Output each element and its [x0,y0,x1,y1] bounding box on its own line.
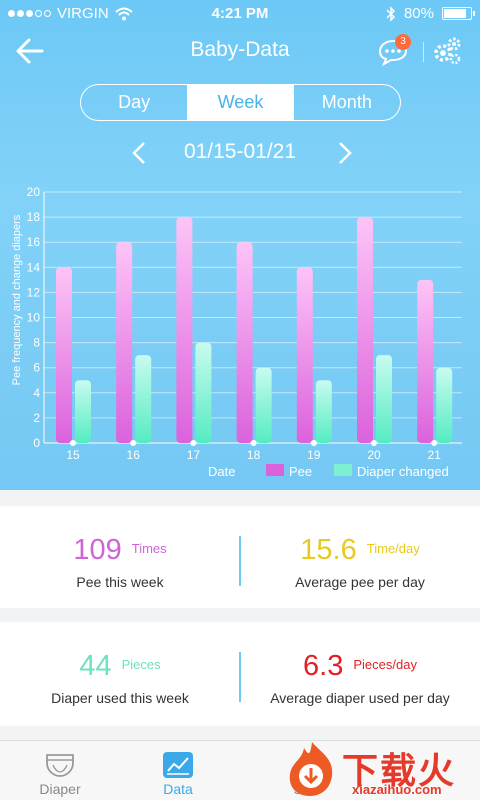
diaper-total-value: 44 [79,650,112,682]
diaper-avg-caption: Average diaper used per day [270,690,450,706]
x-tick-label: 15 [66,448,80,462]
x-tick-dot [130,440,137,446]
diaper-icon [46,754,74,777]
watermark-url: xiazaihuo.com [352,782,442,797]
pee-avg-unit: Time/day [366,541,420,556]
diaper-total-unit: Pieces [121,657,161,672]
bar-pee [56,267,72,443]
divider [423,42,424,62]
period-segmented-control: Day Week Month [80,84,401,121]
watermark-text: 下载火 [342,750,457,791]
battery-icon [442,7,475,20]
bar-diaper-changed [195,342,212,443]
chevron-left-icon[interactable] [130,140,148,166]
bar-pee [417,279,434,443]
carrier-label: VIRGIN [57,5,109,22]
bar-pee [236,242,253,443]
chevron-right-icon[interactable] [336,140,354,166]
y-tick-label: 12 [27,285,41,299]
pee-avg-value: 15.6 [300,534,357,566]
date-range-label: 01/15-01/21 [183,140,297,163]
x-tick-label: 17 [187,448,201,462]
legend-swatch-pee [266,464,284,476]
x-tick-dot [250,440,257,446]
status-time: 4:21 PM [211,5,269,22]
pee-total-unit: Times [131,541,167,556]
diaper-total-caption: Diaper used this week [51,690,189,706]
x-tick-dot [190,440,197,446]
diaper-avg-unit: Pieces/day [353,657,417,672]
x-tick-label: 20 [367,448,381,462]
date-range-selector: 01/15-01/21 [0,138,480,168]
tab-diaper[interactable]: Diaper [0,741,120,800]
status-bar: VIRGIN 4:21 PM 80% [0,0,480,26]
bluetooth-icon [386,5,396,22]
flame-logo-icon [289,742,333,796]
pee-stats-card: 109 Times Pee this week 15.6 Time/day Aver… [0,506,480,608]
page-title: Baby-Data [190,38,290,61]
y-tick-label: 18 [27,210,41,224]
y-tick-label: 4 [33,386,40,400]
y-axis-label: Pee frequency and change diapers [11,214,23,385]
x-tick-label: 16 [127,448,141,462]
tab-diaper-label: Diaper [39,781,81,797]
pee-total-value: 109 [73,534,122,566]
x-tick-dot [431,440,438,446]
bar-pee [296,267,313,443]
tab-data[interactable]: Data [118,741,238,800]
y-tick-label: 8 [33,336,40,350]
legend-label-diaper: Diaper changed [357,464,449,479]
y-tick-label: 20 [27,185,41,199]
legend-label-pee: Pee [289,464,312,479]
back-arrow-icon[interactable] [14,36,46,66]
watermark-logo: 下载火 xiazaihuo.com [282,738,480,800]
pee-total-caption: Pee this week [76,574,164,590]
message-icon[interactable] [378,38,408,66]
pee-avg-caption: Average pee per day [295,574,425,590]
signal-icon [8,10,51,17]
diaper-avg-value: 6.3 [303,650,344,682]
tab-month[interactable]: Month [321,92,372,112]
wifi-icon [115,7,133,20]
y-tick-label: 0 [33,436,40,450]
y-tick-label: 2 [33,411,40,425]
bar-diaper-changed [436,367,453,443]
bar-diaper-changed [376,355,392,443]
x-tick-dot [371,440,377,446]
bottom-tab-bar: Diaper Data S [0,740,480,800]
divider [239,652,241,702]
bar-pee [116,242,133,443]
battery-percent: 80% [403,5,434,22]
tab-week[interactable]: Week [187,85,294,120]
y-tick-label: 16 [27,235,41,249]
bar-pee [176,217,193,443]
y-tick-label: 14 [27,260,41,274]
tab-day[interactable]: Day [118,92,151,112]
y-tick-label: 6 [33,361,40,375]
gears-icon[interactable] [432,36,462,66]
x-tick-dot [70,440,76,446]
x-axis-label: Date [208,464,235,479]
x-tick-label: 19 [307,448,321,462]
x-tick-label: 21 [428,448,442,462]
nav-bar: Baby-Data 3 [0,26,480,76]
bar-diaper-changed [255,367,272,443]
message-badge: 3 [395,34,411,50]
tab-data-label: Data [163,781,193,797]
bar-pee [357,217,373,443]
chart-icon [163,752,193,778]
bar-diaper-changed [75,380,91,443]
diaper-stats-card: 44 Pieces Diaper used this week 6.3 Pieces… [0,622,480,726]
bar-diaper-changed [135,355,152,443]
bar-diaper-changed [315,380,332,443]
legend-swatch-diaper [334,464,352,476]
y-tick-label: 10 [27,311,41,325]
divider [239,536,241,586]
x-tick-label: 18 [247,448,261,462]
x-tick-dot [310,440,317,446]
weekly-bar-chart: 0 2 4 6 8 10 12 14 16 18 20 15 16 17 18 19 20 21 Pee freq… [11,185,462,479]
